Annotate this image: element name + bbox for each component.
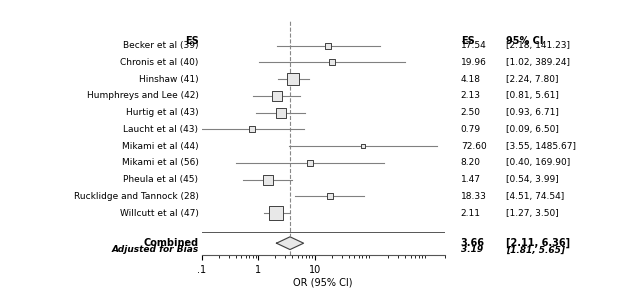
Text: 2.50: 2.50 [461, 108, 481, 117]
Point [276, 110, 286, 115]
Polygon shape [276, 237, 303, 250]
Point [271, 93, 282, 98]
Point [247, 127, 257, 132]
Text: Rucklidge and Tannock (28): Rucklidge and Tannock (28) [74, 192, 198, 201]
Point [324, 194, 335, 199]
Text: Chronis et al (40): Chronis et al (40) [120, 58, 198, 67]
Text: 3.66: 3.66 [461, 238, 485, 248]
Text: Becker et al (39): Becker et al (39) [123, 41, 198, 50]
Text: Hurtig et al (43): Hurtig et al (43) [126, 108, 198, 117]
Text: 0.79: 0.79 [461, 125, 481, 134]
Point [262, 177, 273, 182]
Text: [0.93, 6.71]: [0.93, 6.71] [506, 108, 559, 117]
Point [358, 144, 369, 149]
Text: 19.96: 19.96 [461, 58, 486, 67]
Text: 17.54: 17.54 [461, 41, 486, 50]
Text: 18.33: 18.33 [461, 192, 486, 201]
Text: 1.47: 1.47 [461, 175, 481, 184]
Point [323, 43, 333, 48]
Point [288, 77, 298, 81]
Text: 2.13: 2.13 [461, 91, 481, 100]
Text: Mikami et al (44): Mikami et al (44) [122, 142, 198, 151]
Text: ES: ES [461, 36, 474, 46]
Text: 72.60: 72.60 [461, 142, 486, 151]
Text: 95% CI: 95% CI [506, 36, 543, 46]
Text: 2.11: 2.11 [461, 209, 481, 218]
Text: [2.24, 7.80]: [2.24, 7.80] [506, 75, 558, 84]
Text: Willcutt et al (47): Willcutt et al (47) [120, 209, 198, 218]
Text: Hinshaw (41): Hinshaw (41) [139, 75, 198, 84]
Text: Laucht et al (43): Laucht et al (43) [124, 125, 198, 134]
Text: Adjusted for Bias: Adjusted for Bias [111, 245, 198, 254]
Point [326, 60, 337, 65]
Text: [1.02, 389.24]: [1.02, 389.24] [506, 58, 570, 67]
Text: 3.19: 3.19 [461, 245, 483, 254]
Text: 8.20: 8.20 [461, 158, 481, 167]
Text: Humphreys and Lee (42): Humphreys and Lee (42) [86, 91, 198, 100]
Text: [3.55, 1485.67]: [3.55, 1485.67] [506, 142, 575, 151]
Text: 4.18: 4.18 [461, 75, 481, 84]
Text: Combined: Combined [143, 238, 198, 248]
Text: [0.81, 5.61]: [0.81, 5.61] [506, 91, 559, 100]
Point [305, 161, 315, 165]
X-axis label: OR (95% CI): OR (95% CI) [294, 277, 353, 287]
Point [271, 211, 282, 215]
Text: [1.81, 5.65]: [1.81, 5.65] [506, 245, 564, 254]
Text: [2.18, 141.23]: [2.18, 141.23] [506, 41, 570, 50]
Text: ES: ES [185, 36, 198, 46]
Text: [2.11, 6.36]: [2.11, 6.36] [506, 238, 570, 248]
Text: Pheula et al (45): Pheula et al (45) [124, 175, 198, 184]
Text: [0.40, 169.90]: [0.40, 169.90] [506, 158, 570, 167]
Text: Mikami et al (56): Mikami et al (56) [122, 158, 198, 167]
Text: [0.09, 6.50]: [0.09, 6.50] [506, 125, 559, 134]
Text: [1.27, 3.50]: [1.27, 3.50] [506, 209, 558, 218]
Text: [4.51, 74.54]: [4.51, 74.54] [506, 192, 564, 201]
Text: [0.54, 3.99]: [0.54, 3.99] [506, 175, 558, 184]
